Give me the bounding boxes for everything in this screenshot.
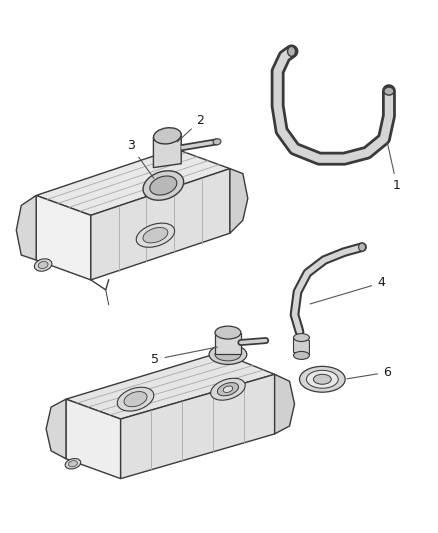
Ellipse shape <box>124 392 147 407</box>
Polygon shape <box>66 399 120 479</box>
Polygon shape <box>120 374 275 479</box>
Ellipse shape <box>293 334 309 342</box>
Ellipse shape <box>209 344 247 365</box>
Ellipse shape <box>143 171 184 200</box>
Ellipse shape <box>117 387 154 411</box>
Text: 1: 1 <box>388 143 401 192</box>
Ellipse shape <box>211 378 245 400</box>
Ellipse shape <box>150 176 177 195</box>
Text: 4: 4 <box>310 277 385 304</box>
Polygon shape <box>36 196 91 280</box>
Ellipse shape <box>213 139 221 145</box>
Ellipse shape <box>288 46 296 56</box>
Ellipse shape <box>38 261 48 269</box>
Polygon shape <box>215 333 241 354</box>
Ellipse shape <box>215 348 241 361</box>
Polygon shape <box>46 399 66 459</box>
Ellipse shape <box>307 370 338 388</box>
Polygon shape <box>16 196 36 260</box>
Ellipse shape <box>359 243 366 251</box>
Polygon shape <box>91 168 230 280</box>
Ellipse shape <box>223 386 233 392</box>
Polygon shape <box>230 168 248 233</box>
Ellipse shape <box>136 223 175 247</box>
Ellipse shape <box>293 351 309 359</box>
Polygon shape <box>153 134 181 168</box>
Ellipse shape <box>215 326 241 339</box>
Text: 5: 5 <box>152 347 217 366</box>
Text: 6: 6 <box>347 366 391 379</box>
Ellipse shape <box>314 374 331 384</box>
Ellipse shape <box>153 128 181 144</box>
Ellipse shape <box>143 228 168 243</box>
Ellipse shape <box>68 461 78 467</box>
Text: 3: 3 <box>127 139 154 178</box>
Polygon shape <box>66 352 275 419</box>
Polygon shape <box>36 149 230 215</box>
Ellipse shape <box>217 383 239 396</box>
Ellipse shape <box>300 366 345 392</box>
Polygon shape <box>275 374 294 434</box>
Text: 2: 2 <box>177 115 204 142</box>
Ellipse shape <box>34 259 52 271</box>
Polygon shape <box>293 337 309 356</box>
Ellipse shape <box>65 458 81 469</box>
Ellipse shape <box>384 87 394 95</box>
